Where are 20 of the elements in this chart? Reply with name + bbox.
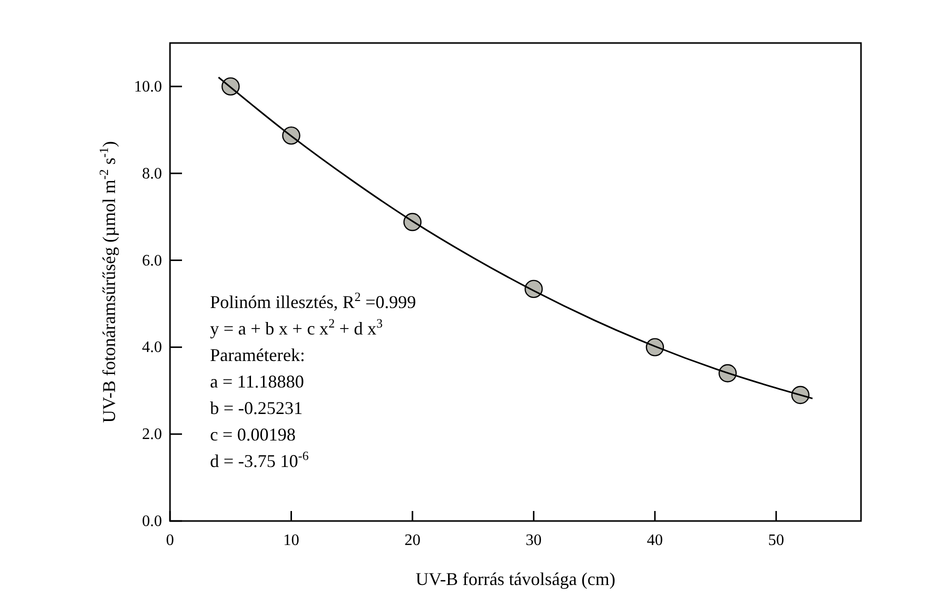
y-tick-label: 2.0: [142, 426, 162, 444]
x-tick-label: 30: [526, 532, 542, 549]
y-tick-label: 0.0: [142, 513, 162, 530]
x-tick-label: 0: [166, 532, 174, 549]
x-axis-title: UV-B forrás távolsága (cm): [416, 569, 616, 589]
annotation: Polinóm illesztés, R$^{2}$ =0.999: [210, 290, 416, 312]
annotation: a = 11.18880: [210, 372, 304, 392]
x-tick-label: 50: [768, 532, 784, 549]
x-tick-label: 20: [404, 532, 420, 549]
annotation: d = -3.75 10$^{-6}$: [210, 449, 309, 471]
y-tick-label: 10.0: [134, 78, 162, 96]
annotation: b = -0.25231: [210, 398, 303, 418]
annotation: y = a + b x + c x$^{2}$ + d x$^{3}$: [210, 316, 383, 338]
y-tick-label: 4.0: [142, 339, 162, 356]
x-tick-label: 10: [283, 532, 300, 549]
y-tick-label: 6.0: [142, 252, 162, 270]
annotation: c = 0.00198: [210, 424, 296, 444]
annotation: Paraméterek:: [210, 345, 305, 365]
x-tick-label: 40: [646, 532, 663, 549]
y-tick-label: 8.0: [142, 165, 162, 182]
